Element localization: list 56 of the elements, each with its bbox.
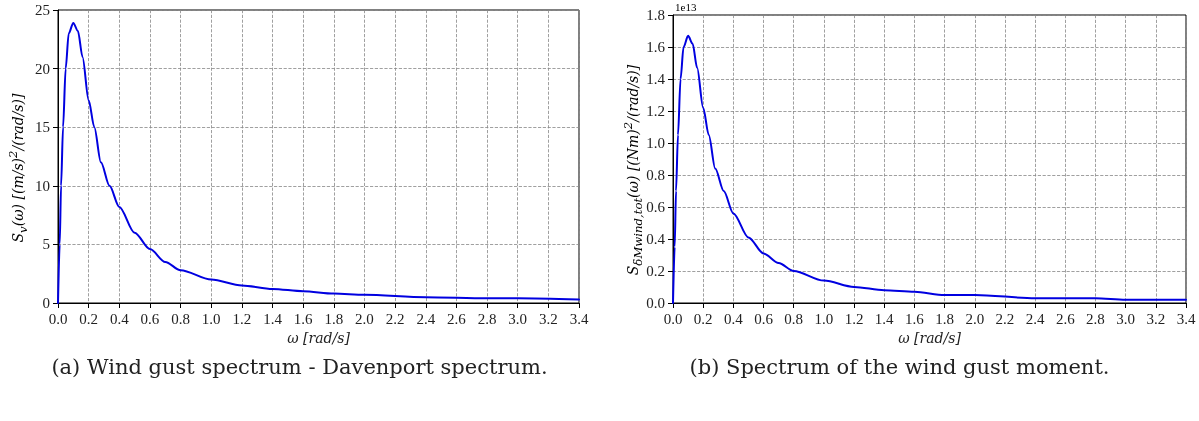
- y-tick-label: 0.8: [646, 167, 665, 183]
- y-tick-label: 0: [42, 295, 50, 311]
- x-tick-label: 3.2: [1146, 310, 1166, 327]
- x-tick-label: 1.4: [874, 310, 895, 327]
- x-tick-label: 0.8: [171, 310, 190, 327]
- text: (a) Wind gust spectrum - Davenport spectrum.: [50, 355, 549, 379]
- x-tick-label: 2.8: [1086, 310, 1105, 327]
- text: 1e13: [675, 1, 697, 13]
- x-tick-label: 0.2: [79, 310, 99, 327]
- x-tick-label: 2.2: [995, 310, 1015, 327]
- x-tick-label: 1.2: [232, 310, 252, 327]
- x-tick-label: 3.4: [1176, 310, 1196, 327]
- x-tick-label: 1.0: [814, 310, 834, 327]
- y-tick-label: 5: [42, 236, 50, 253]
- x-tick-label: 1.4: [263, 310, 283, 327]
- y-tick-label: 15: [35, 119, 50, 136]
- y-tick-label: 1.0: [646, 135, 665, 151]
- x-tick-label: 2.8: [477, 310, 497, 327]
- y-tick-label: 25: [35, 2, 50, 18]
- x-tick-label: 2.6: [1055, 310, 1076, 327]
- y-tick-label: 20: [35, 60, 50, 77]
- y-tick-label: 0.2: [646, 263, 665, 279]
- x-tick-label: 3.4: [569, 310, 589, 327]
- x-tick-label: 0.6: [140, 310, 160, 327]
- y-tick-label: 1.2: [646, 103, 665, 119]
- x-tick-label: 1.8: [324, 310, 344, 327]
- x-tick-label: 1.6: [293, 310, 314, 327]
- x-tick-label: 2.6: [447, 310, 467, 327]
- x-tick-label: 2.0: [355, 310, 374, 327]
- y-tick-label: 1.8: [646, 7, 665, 23]
- x-tick-label: 0.0: [663, 310, 683, 327]
- y-tick-label: 1.6: [646, 39, 666, 55]
- x-tick-label: 2.0: [965, 310, 985, 327]
- x-tick-label: 1.8: [935, 310, 954, 327]
- y-tick-label: 0.0: [646, 295, 665, 311]
- y-tick-label: 10: [35, 177, 50, 194]
- x-tick-label: 1.0: [201, 310, 221, 327]
- x-axis-title: ω [rad/s]: [898, 330, 962, 346]
- x-tick-label: 0.4: [109, 310, 130, 327]
- x-tick-label: 1.2: [844, 310, 864, 327]
- x-tick-label: 2.2: [385, 310, 405, 327]
- x-tick-label: 3.0: [508, 310, 528, 327]
- x-tick-label: 0.6: [754, 310, 774, 327]
- y-tick-label: 0.6: [646, 199, 666, 215]
- text: (b) Spectrum of the wind gust moment.: [688, 355, 1111, 379]
- y-tick-label: 0.4: [646, 231, 666, 247]
- x-tick-label: 2.4: [416, 310, 436, 327]
- x-axis-title: ω [rad/s]: [287, 330, 351, 346]
- x-tick-label: 0.2: [693, 310, 713, 327]
- x-tick-label: 2.4: [1025, 310, 1045, 327]
- x-tick-label: 1.6: [905, 310, 925, 327]
- x-tick-label: 0.4: [723, 310, 744, 327]
- x-tick-label: 3.0: [1116, 310, 1136, 327]
- y-tick-label: 1.4: [646, 71, 666, 87]
- x-tick-label: 3.2: [538, 310, 558, 327]
- x-tick-label: 0.8: [784, 310, 804, 327]
